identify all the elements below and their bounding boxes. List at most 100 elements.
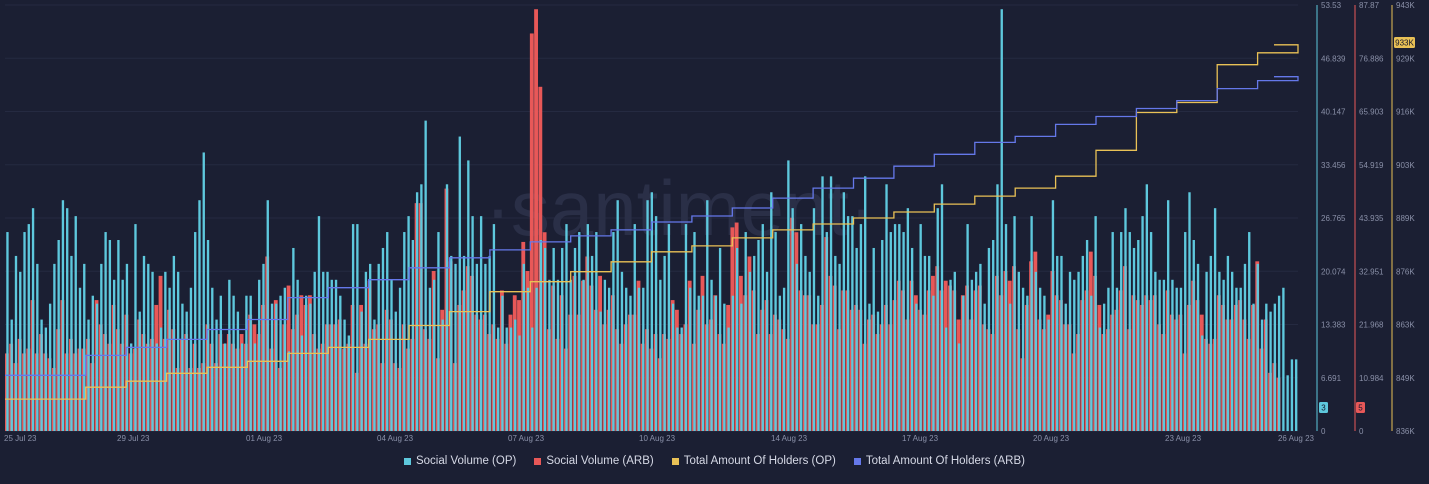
op-social-bar xyxy=(697,295,700,431)
op-social-bar xyxy=(206,240,210,431)
arb-social-tick-label: 0 xyxy=(1359,427,1364,436)
op-social-bar xyxy=(1226,255,1230,431)
op-social-bar xyxy=(543,247,547,431)
legend-item-arb-holders[interactable]: Total Amount Of Holders (ARB) xyxy=(853,455,1025,467)
op-social-bar xyxy=(424,120,427,431)
op-social-bar xyxy=(142,255,146,431)
op-social-bar xyxy=(215,319,218,431)
legend-item-arb-social[interactable]: Social Volume (ARB) xyxy=(534,455,654,467)
op-social-bar xyxy=(202,152,205,431)
op-social-bar xyxy=(825,232,828,431)
op-social-bar xyxy=(744,232,747,431)
op-social-bar xyxy=(185,311,188,431)
op-social-bar xyxy=(723,303,726,431)
legend-item-op-holders[interactable]: Total Amount Of Holders (OP) xyxy=(671,455,836,467)
op-social-bar xyxy=(1030,216,1033,431)
op-social-bar xyxy=(603,279,607,431)
op-social-bar xyxy=(100,263,103,431)
op-social-bar xyxy=(394,311,397,431)
op-social-bar xyxy=(1243,263,1247,431)
op-social-bar xyxy=(309,303,312,431)
op-holders-line xyxy=(5,44,1299,400)
op-social-bar xyxy=(693,232,696,431)
op-social-bar xyxy=(1085,240,1089,431)
op-social-bar xyxy=(484,263,487,431)
op-social-bar xyxy=(851,216,854,431)
legend-swatch-op-holders xyxy=(671,457,679,465)
holders-tick-label: 889K xyxy=(1396,214,1415,223)
chart-svg: ·santiment· 53.53 46.839 40.147 33.456 26.76… xyxy=(4,1,1415,443)
op-social-tick-label: 46.839 xyxy=(1321,54,1346,63)
op-social-bar xyxy=(450,255,453,431)
op-social-bar xyxy=(616,200,619,431)
op-social-bar xyxy=(1047,319,1050,431)
x-tick-label: 17 Aug 23 xyxy=(902,434,939,443)
op-social-bar xyxy=(1132,247,1136,431)
op-social-bar xyxy=(974,271,978,431)
op-social-bar xyxy=(53,263,56,431)
op-social-bar xyxy=(902,232,905,431)
op-social-bar xyxy=(1073,279,1076,431)
op-social-bar xyxy=(633,224,636,431)
op-social-bar xyxy=(87,319,90,431)
arb-social-tick-label: 32.951 xyxy=(1359,267,1384,276)
x-tick-label: 04 Aug 23 xyxy=(377,434,414,443)
op-social-bar xyxy=(919,224,922,431)
op-social-bar xyxy=(168,287,171,431)
op-social-bar xyxy=(936,208,939,431)
op-social-bar xyxy=(313,271,316,431)
op-social-bar xyxy=(923,255,927,431)
op-social-bar xyxy=(351,224,355,431)
op-social-bar xyxy=(501,295,504,431)
op-social-bar xyxy=(906,208,910,431)
op-social-bar xyxy=(505,327,508,431)
op-social-bar xyxy=(219,295,222,431)
legend-item-op-social[interactable]: Social Volume (OP) xyxy=(403,455,516,467)
op-social-bar xyxy=(458,136,461,432)
x-tick-label: 10 Aug 23 xyxy=(639,434,676,443)
op-social-bar xyxy=(531,327,534,431)
op-social-bar xyxy=(356,224,359,431)
op-social-bar xyxy=(1056,255,1059,431)
op-social-tick-label: 53.53 xyxy=(1321,1,1342,10)
op-social-bar xyxy=(1094,216,1097,431)
op-social-bar xyxy=(57,240,60,431)
op-social-bar xyxy=(1098,327,1102,431)
op-social-bar xyxy=(454,263,457,431)
op-social-bar xyxy=(1209,255,1213,431)
op-social-bar xyxy=(211,287,214,431)
op-social-bar xyxy=(189,287,193,431)
op-social-bar xyxy=(663,255,666,431)
holders-op-badge: 933K xyxy=(1395,39,1414,48)
op-social-badge-bg xyxy=(1319,402,1328,413)
op-social-bar xyxy=(834,255,837,431)
op-social-bar xyxy=(689,287,692,431)
op-social-tick-label: 13.383 xyxy=(1321,321,1346,330)
op-social-bar xyxy=(300,335,304,431)
op-social-bar xyxy=(731,295,735,431)
op-social-bar xyxy=(1004,224,1008,431)
op-social-bar xyxy=(569,279,572,431)
op-social-bar xyxy=(279,295,282,431)
op-social-bar xyxy=(14,255,18,431)
op-social-bar xyxy=(659,279,662,431)
op-social-bar xyxy=(1171,279,1174,431)
op-social-bar xyxy=(586,224,589,431)
op-social-bar xyxy=(757,240,760,431)
op-social-bar xyxy=(1034,271,1038,431)
op-social-bar xyxy=(953,271,956,431)
op-social-bar xyxy=(620,271,624,431)
op-social-bar xyxy=(966,224,969,431)
op-social-bar xyxy=(1273,303,1277,431)
op-social-bar xyxy=(1196,263,1200,431)
x-tick-label: 07 Aug 23 xyxy=(508,434,545,443)
op-social-bar xyxy=(283,287,287,431)
op-social-bar xyxy=(514,319,517,431)
op-social-bar xyxy=(552,247,555,431)
arb-social-tick-label: 65.903 xyxy=(1359,108,1384,117)
op-social-bar xyxy=(326,271,329,431)
op-social-bar xyxy=(979,263,982,431)
op-social-bar xyxy=(479,216,483,431)
op-social-bar xyxy=(292,247,295,431)
